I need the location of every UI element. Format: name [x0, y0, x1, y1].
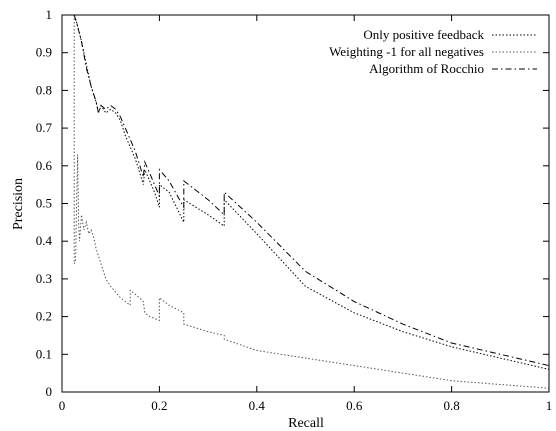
y-axis-ticks: 0 0.1 0.2 0.3 0.4 0.5 0.6 0.7 0.8 0.9 1 — [36, 7, 549, 399]
x-axis-title: Recall — [288, 416, 324, 431]
x-axis-ticks: 0 0.2 0.4 0.6 0.8 1 — [59, 15, 553, 413]
x-tick-label: 0.6 — [346, 398, 363, 413]
y-axis-title: Precision — [11, 178, 26, 230]
legend: Only positive feedback Weighting -1 for a… — [329, 27, 537, 76]
y-tick-label: 0 — [46, 384, 53, 399]
y-tick-label: 0.1 — [36, 346, 52, 361]
series-line-weighting-1-for-all-negatives — [73, 15, 550, 389]
y-tick-label: 0.4 — [36, 233, 53, 248]
y-tick-label: 0.3 — [36, 271, 52, 286]
legend-label-algorithm-of-rocchio: Algorithm of Rocchio — [369, 61, 484, 76]
series-line-algorithm-of-rocchio — [73, 14, 550, 367]
x-tick-label: 1 — [546, 398, 553, 413]
legend-label-weighting-1-for-all-negatives: Weighting -1 for all negatives — [329, 44, 484, 59]
series-layer — [73, 14, 550, 389]
y-tick-label: 1 — [46, 7, 53, 22]
legend-label-only-positive-feedback: Only positive feedback — [363, 27, 484, 42]
y-tick-label: 0.8 — [36, 82, 52, 97]
y-tick-label: 0.5 — [36, 196, 52, 211]
x-tick-label: 0.4 — [249, 398, 266, 413]
x-tick-label: 0.8 — [443, 398, 459, 413]
y-tick-label: 0.6 — [36, 158, 53, 173]
y-tick-label: 0.7 — [36, 120, 53, 135]
y-tick-label: 0.2 — [36, 309, 52, 324]
x-tick-label: 0.2 — [151, 398, 167, 413]
x-tick-label: 0 — [59, 398, 66, 413]
y-tick-label: 0.9 — [36, 45, 52, 60]
